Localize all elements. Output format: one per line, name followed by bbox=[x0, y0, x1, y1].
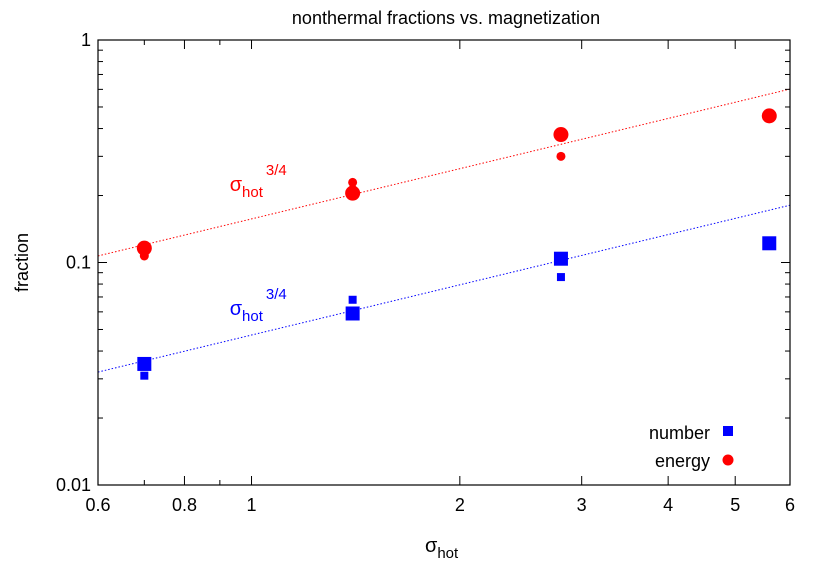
y-tick-label: 1 bbox=[81, 30, 91, 50]
annotation-sub: hot bbox=[242, 308, 264, 325]
x-tick-label: 0.6 bbox=[85, 495, 110, 515]
annotation-main: σ bbox=[230, 174, 243, 196]
x-tick-label: 4 bbox=[663, 495, 673, 515]
y-tick-label: 0.01 bbox=[56, 475, 91, 495]
axis-ticks: 0.6 0.8 1 2 3 4 5 6 0.01 0.1 1 bbox=[56, 30, 795, 515]
x-axis-label-main: σ bbox=[425, 535, 438, 557]
annotation-energy: σhot3/4 bbox=[230, 162, 287, 201]
point-energy bbox=[139, 251, 149, 261]
point-energy bbox=[348, 184, 358, 194]
annotation-sup: 3/4 bbox=[266, 286, 287, 303]
point-number bbox=[556, 273, 565, 282]
legend-marker-number bbox=[723, 426, 733, 436]
annotation-sup: 3/4 bbox=[266, 162, 287, 179]
x-axis-label: σhot bbox=[425, 535, 459, 562]
legend-label-number: number bbox=[649, 423, 710, 443]
point-energy bbox=[348, 177, 358, 187]
y-tick-label: 0.1 bbox=[66, 253, 91, 273]
legend-marker-energy bbox=[722, 454, 734, 466]
x-tick-label: 5 bbox=[730, 495, 740, 515]
legend: number energy bbox=[649, 423, 734, 471]
point-number bbox=[140, 371, 149, 380]
x-axis-label-sub: hot bbox=[437, 545, 459, 562]
annotation-sub: hot bbox=[242, 184, 264, 201]
fit-line-number bbox=[97, 204, 791, 373]
y-axis-label: fraction bbox=[12, 233, 32, 292]
point-energy bbox=[556, 151, 566, 161]
annotation-main: σ bbox=[230, 298, 243, 320]
annotation-number: σhot3/4 bbox=[230, 286, 287, 325]
point-energy bbox=[553, 127, 569, 143]
point-number bbox=[137, 356, 152, 371]
point-energy bbox=[761, 108, 777, 124]
data-points bbox=[136, 108, 777, 380]
x-tick-label: 3 bbox=[577, 495, 587, 515]
point-number bbox=[762, 236, 777, 251]
legend-label-energy: energy bbox=[655, 451, 710, 471]
x-tick-label: 0.8 bbox=[172, 495, 197, 515]
fit-lines bbox=[97, 88, 791, 373]
point-number bbox=[348, 295, 357, 304]
plot-frame bbox=[97, 39, 791, 486]
chart-title: nonthermal fractions vs. magnetization bbox=[292, 8, 600, 28]
fit-line-energy bbox=[97, 88, 791, 257]
x-tick-label: 2 bbox=[455, 495, 465, 515]
point-number bbox=[553, 251, 568, 266]
point-energy bbox=[136, 240, 152, 256]
x-tick-label: 1 bbox=[247, 495, 257, 515]
x-tick-label: 6 bbox=[785, 495, 795, 515]
point-number bbox=[345, 306, 360, 321]
